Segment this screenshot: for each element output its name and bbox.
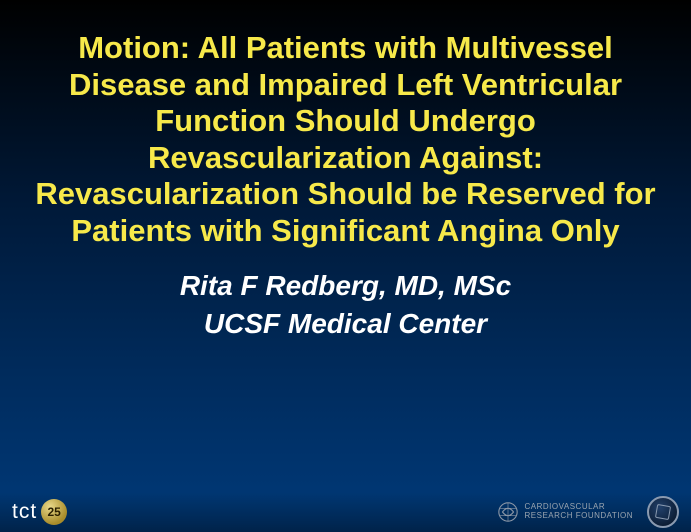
tct-year-badge: 25: [41, 499, 67, 525]
crf-line2-3: RESEARCH FOUNDATION: [525, 512, 633, 521]
crf-logo-icon: [497, 501, 519, 523]
slide-container: Motion: All Patients with Multivessel Di…: [0, 0, 691, 532]
tct-brand-text: tct: [12, 500, 37, 524]
author-affiliation: UCSF Medical Center: [20, 305, 671, 343]
footer-left: tct 25: [12, 499, 67, 525]
crf-text: CARDIOVASCULAR RESEARCH FOUNDATION: [525, 503, 633, 521]
footer-right: CARDIOVASCULAR RESEARCH FOUNDATION: [497, 496, 679, 528]
author-block: Rita F Redberg, MD, MSc UCSF Medical Cen…: [20, 267, 671, 343]
crf-block: CARDIOVASCULAR RESEARCH FOUNDATION: [497, 501, 633, 523]
slide-title: Motion: All Patients with Multivessel Di…: [20, 30, 671, 249]
seal-icon: [647, 496, 679, 528]
slide-footer: tct 25 CARDIOVASCULAR RESEARCH FOUNDATIO…: [0, 492, 691, 532]
seal-inner-icon: [655, 504, 671, 520]
author-name: Rita F Redberg, MD, MSc: [20, 267, 671, 305]
